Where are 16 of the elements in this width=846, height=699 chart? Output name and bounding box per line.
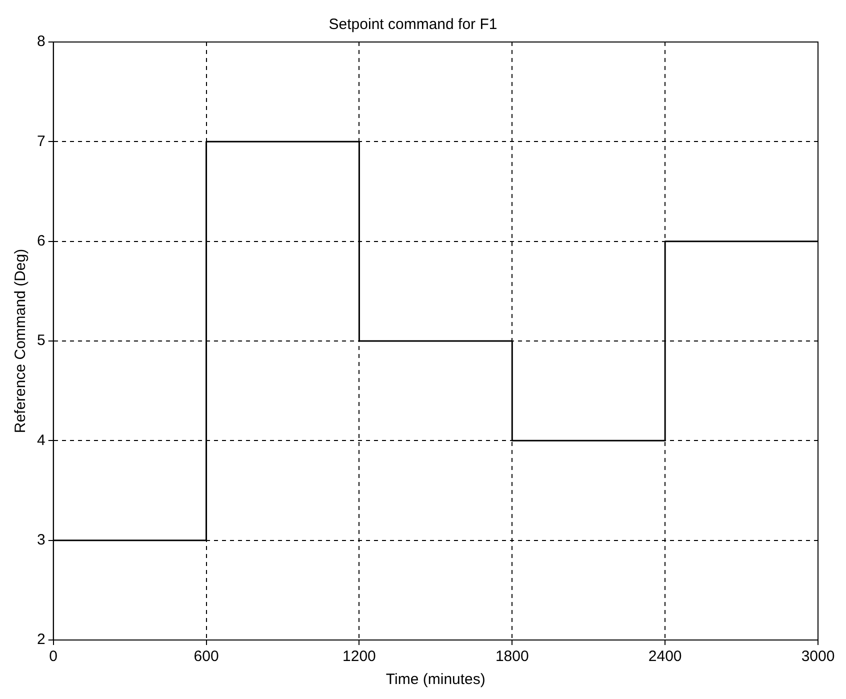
y-tick-label: 2 [37, 631, 46, 648]
y-tick-label: 8 [37, 33, 46, 50]
y-axis-title: Reference Command (Deg) [12, 248, 30, 434]
x-tick-label: 2400 [648, 648, 682, 666]
y-tick-label: 5 [37, 332, 46, 350]
x-tick-label: 600 [194, 648, 219, 666]
y-tick-label: 7 [37, 132, 46, 150]
x-axis-title: Time (minutes) [386, 671, 486, 688]
y-tick-label: 4 [37, 432, 46, 449]
x-tick-label: 0 [49, 648, 58, 666]
y-tick-label: 3 [37, 531, 46, 548]
chart-title: Setpoint command for F1 [328, 16, 498, 34]
x-tick-label: 3000 [801, 648, 835, 666]
x-tick-label: 1200 [342, 648, 376, 666]
y-tick-label: 6 [37, 232, 46, 250]
x-tick-label: 1800 [495, 648, 529, 666]
